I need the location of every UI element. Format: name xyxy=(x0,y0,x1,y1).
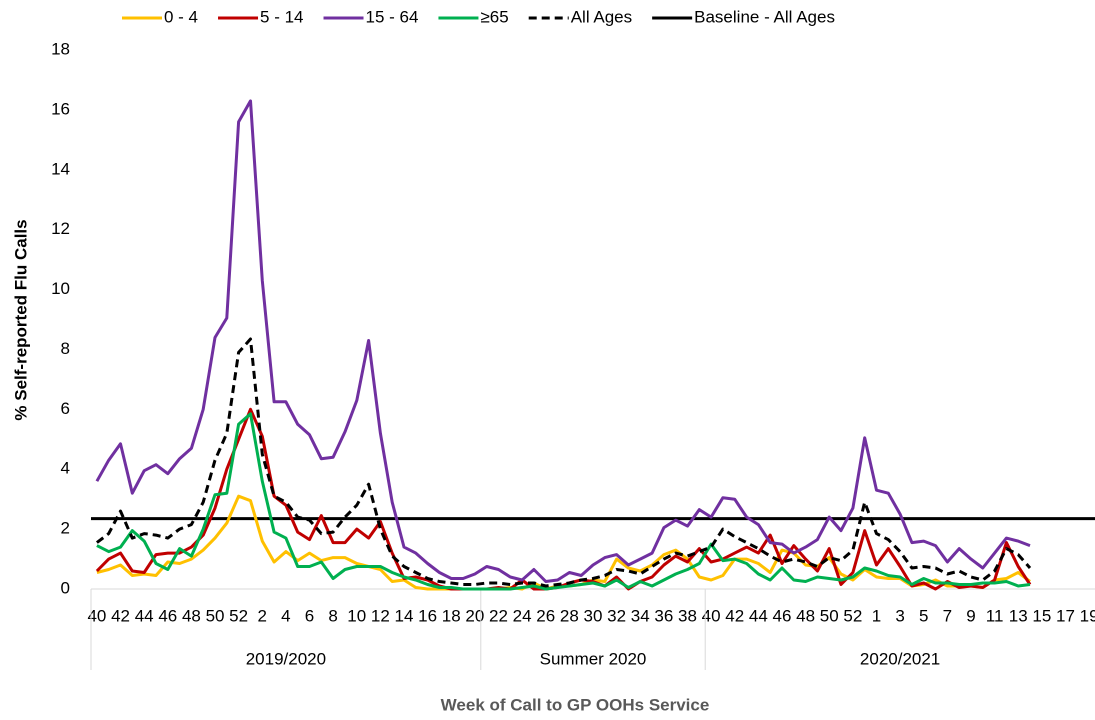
x-tick-label: 32 xyxy=(607,606,626,625)
x-tick-label: 2 xyxy=(258,606,267,625)
group-label: 2019/2020 xyxy=(246,649,326,668)
x-tick-label: 44 xyxy=(135,606,154,625)
x-tick-label: 15 xyxy=(1032,606,1051,625)
y-tick-label: 18 xyxy=(51,39,70,58)
x-tick-label: 50 xyxy=(206,606,225,625)
x-tick-label: 28 xyxy=(560,606,579,625)
x-tick-label: 14 xyxy=(395,606,414,625)
y-tick-label: 16 xyxy=(51,99,70,118)
x-axis-title: Week of Call to GP OOHs Service xyxy=(441,695,710,714)
y-tick-label: 10 xyxy=(51,279,70,298)
series-line xyxy=(95,337,1032,588)
x-tick-label: 5 xyxy=(919,606,928,625)
x-tick-label: 6 xyxy=(305,606,314,625)
x-tick-label: 30 xyxy=(584,606,603,625)
x-tick-label: 52 xyxy=(843,606,862,625)
legend-label: All Ages xyxy=(571,7,632,26)
x-tick-label: 52 xyxy=(229,606,248,625)
legend-label: 15 - 64 xyxy=(366,7,419,26)
y-tick-label: 4 xyxy=(61,459,70,478)
y-tick-label: 0 xyxy=(61,578,70,597)
legend-label: ≥65 xyxy=(480,7,508,26)
x-tick-label: 20 xyxy=(465,606,484,625)
x-tick-label: 24 xyxy=(513,606,532,625)
x-tick-label: 16 xyxy=(418,606,437,625)
x-tick-label: 42 xyxy=(111,606,130,625)
x-tick-label: 3 xyxy=(895,606,904,625)
x-tick-label: 42 xyxy=(725,606,744,625)
y-axis-title: % Self-reported Flu Calls xyxy=(11,219,30,420)
x-tick-label: 13 xyxy=(1009,606,1028,625)
group-label: 2020/2021 xyxy=(860,649,940,668)
x-tick-label: 26 xyxy=(536,606,555,625)
group-label: Summer 2020 xyxy=(540,649,647,668)
x-tick-label: 1 xyxy=(872,606,881,625)
x-tick-label: 40 xyxy=(702,606,721,625)
x-tick-label: 22 xyxy=(489,606,508,625)
y-tick-label: 8 xyxy=(61,339,70,358)
x-tick-label: 19 xyxy=(1080,606,1095,625)
x-tick-label: 12 xyxy=(371,606,390,625)
legend-label: Baseline - All Ages xyxy=(694,7,835,26)
y-tick-label: 12 xyxy=(51,219,70,238)
x-tick-label: 48 xyxy=(796,606,815,625)
series-line xyxy=(95,99,1031,583)
x-tick-label: 8 xyxy=(328,606,337,625)
x-tick-label: 9 xyxy=(966,606,975,625)
x-tick-label: 18 xyxy=(442,606,461,625)
legend-label: 0 - 4 xyxy=(164,7,198,26)
x-tick-label: 46 xyxy=(158,606,177,625)
series-line xyxy=(96,412,1031,591)
x-tick-label: 7 xyxy=(943,606,952,625)
x-tick-label: 36 xyxy=(654,606,673,625)
x-tick-label: 11 xyxy=(986,606,1004,625)
x-tick-label: 48 xyxy=(182,606,201,625)
x-tick-label: 38 xyxy=(678,606,697,625)
x-tick-label: 46 xyxy=(773,606,792,625)
x-tick-label: 10 xyxy=(347,606,366,625)
y-tick-label: 2 xyxy=(61,519,70,538)
x-tick-label: 50 xyxy=(820,606,839,625)
y-tick-label: 6 xyxy=(61,399,70,418)
x-tick-label: 34 xyxy=(631,606,650,625)
x-tick-label: 17 xyxy=(1056,606,1075,625)
y-tick-label: 14 xyxy=(51,159,70,178)
x-tick-label: 44 xyxy=(749,606,768,625)
x-tick-label: 4 xyxy=(281,606,290,625)
x-tick-label: 40 xyxy=(87,606,106,625)
legend-label: 5 - 14 xyxy=(260,7,303,26)
